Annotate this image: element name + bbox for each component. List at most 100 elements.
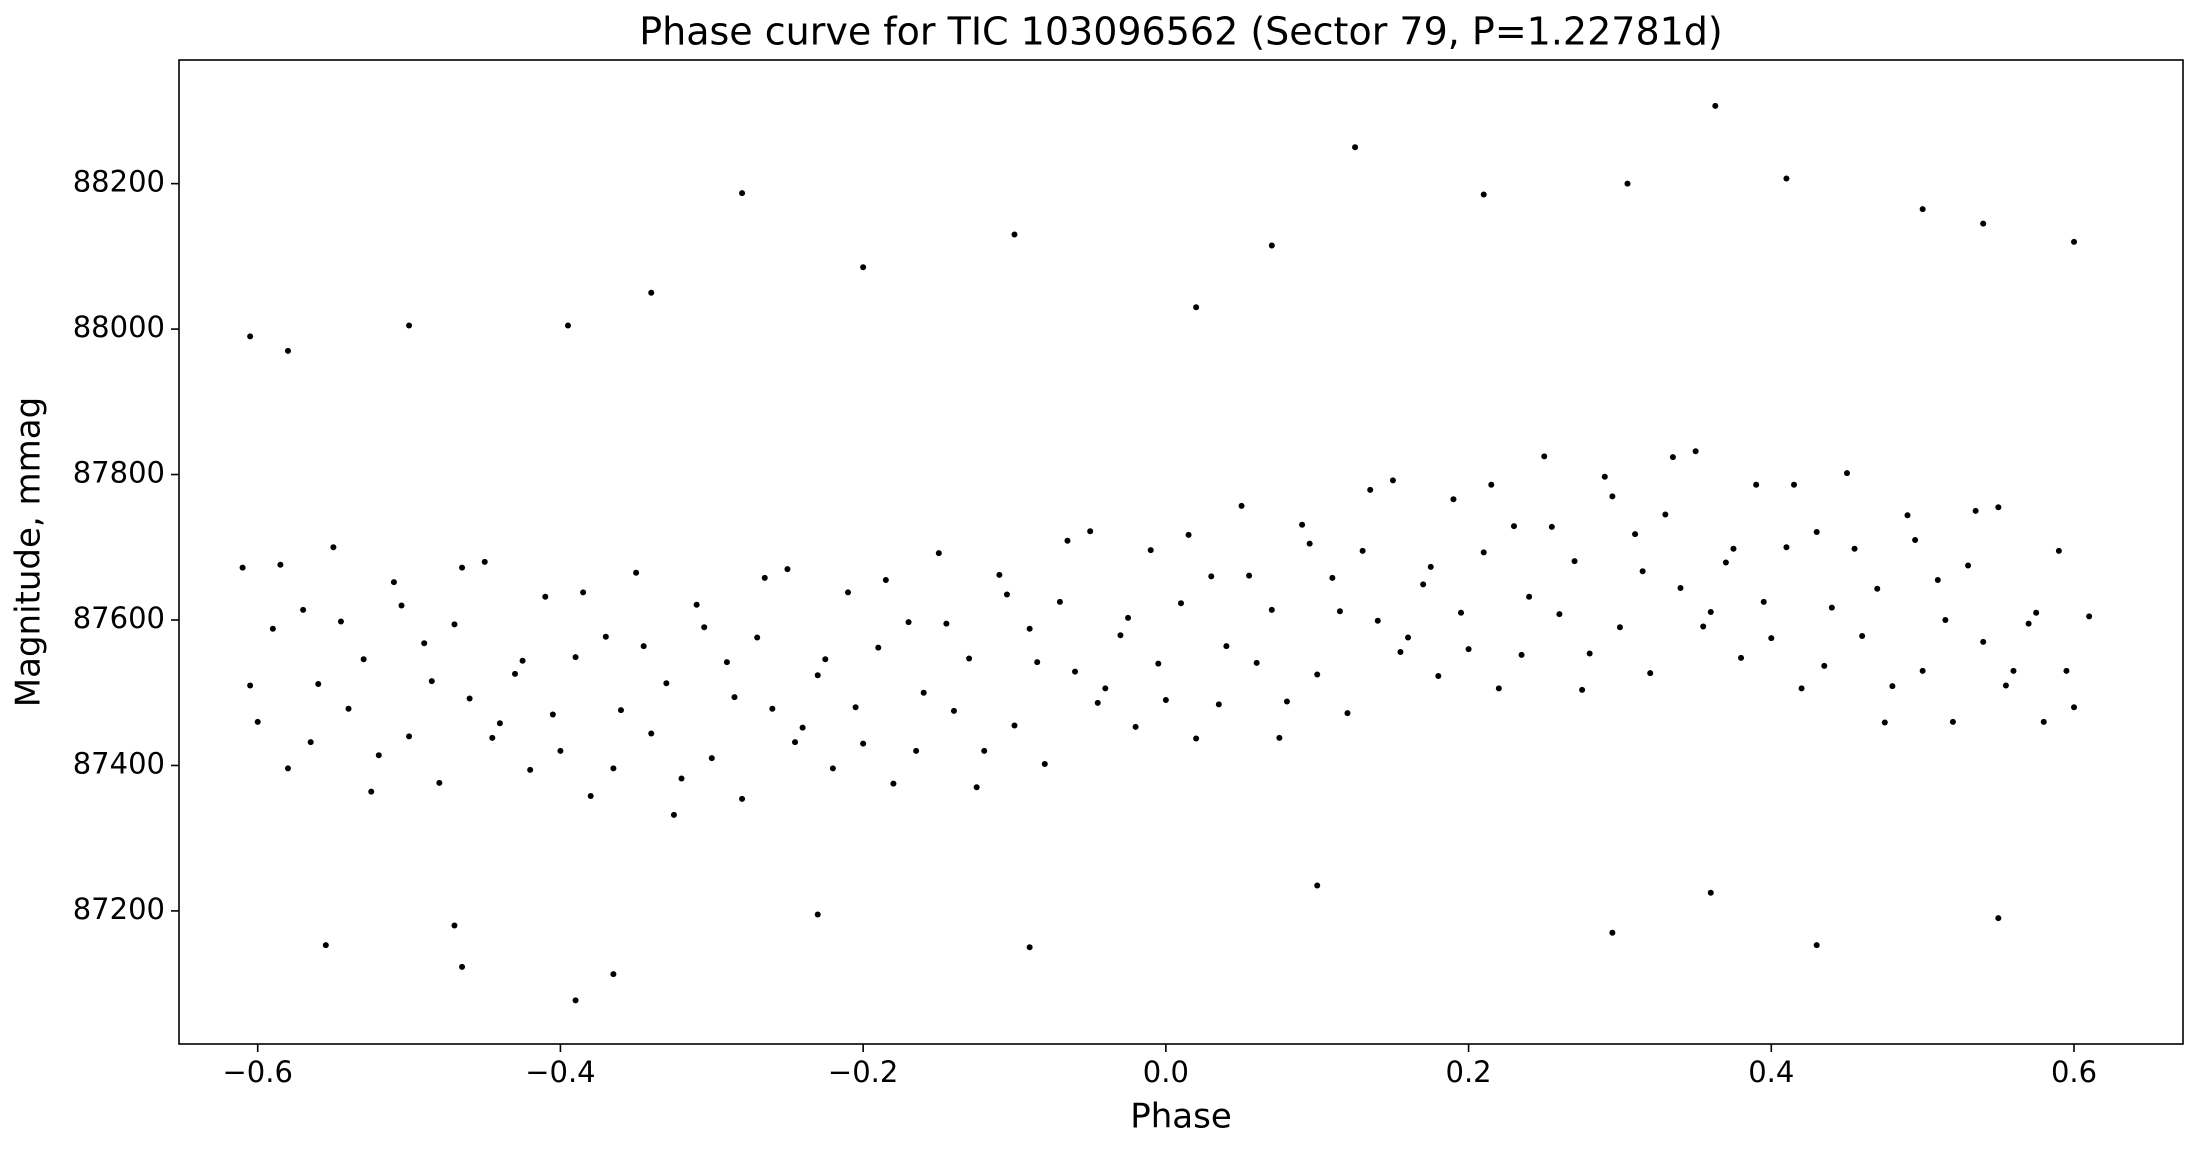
x-tick-label: 0.2 bbox=[1446, 1055, 1492, 1089]
data-point bbox=[966, 655, 973, 662]
data-point bbox=[406, 322, 413, 329]
data-point bbox=[1995, 915, 2002, 922]
data-point bbox=[1881, 719, 1888, 726]
data-point bbox=[1480, 191, 1487, 198]
data-point bbox=[1601, 473, 1608, 480]
data-point bbox=[1488, 481, 1495, 488]
data-point bbox=[587, 793, 594, 799]
y-axis-label: Magnitude, mmag bbox=[9, 397, 49, 707]
data-point bbox=[1344, 710, 1351, 717]
data-point bbox=[1435, 673, 1442, 679]
data-point bbox=[1352, 144, 1359, 151]
data-point bbox=[602, 633, 609, 640]
data-point bbox=[769, 705, 776, 712]
data-point bbox=[2040, 718, 2047, 725]
data-point bbox=[451, 621, 458, 628]
data-point bbox=[792, 739, 799, 746]
data-point bbox=[1011, 231, 1018, 238]
data-point bbox=[1389, 477, 1396, 484]
data-point bbox=[2025, 620, 2032, 627]
data-point bbox=[1041, 761, 1048, 767]
data-point bbox=[489, 734, 496, 741]
data-point bbox=[1132, 723, 1139, 730]
chart-title: Phase curve for TIC 103096562 (Sector 79… bbox=[639, 10, 1723, 54]
data-point bbox=[1692, 448, 1699, 455]
data-point bbox=[1647, 670, 1654, 677]
data-point bbox=[1571, 558, 1578, 565]
data-point bbox=[1064, 537, 1071, 544]
data-point bbox=[322, 942, 329, 949]
data-point bbox=[1026, 625, 1033, 632]
data-point bbox=[1556, 611, 1563, 618]
data-point bbox=[633, 569, 640, 576]
data-point bbox=[1397, 649, 1404, 655]
data-point bbox=[1283, 698, 1290, 705]
data-point bbox=[875, 644, 882, 651]
x-axis-label: Phase bbox=[1130, 1097, 1232, 1137]
data-point bbox=[1632, 531, 1639, 538]
data-point bbox=[1246, 572, 1253, 579]
data-point bbox=[1912, 537, 1919, 543]
data-point bbox=[2071, 704, 2078, 711]
data-point bbox=[1813, 529, 1820, 535]
data-point bbox=[996, 571, 1003, 578]
data-point bbox=[2063, 667, 2070, 674]
data-point bbox=[1420, 581, 1427, 588]
data-point bbox=[519, 657, 526, 664]
data-point bbox=[1367, 486, 1374, 493]
data-point bbox=[1268, 242, 1275, 249]
data-point bbox=[1972, 507, 1979, 514]
data-point bbox=[860, 740, 867, 747]
data-point bbox=[2071, 238, 2078, 245]
data-point bbox=[1147, 547, 1154, 554]
data-point bbox=[935, 550, 942, 557]
data-point bbox=[1125, 614, 1132, 621]
data-point bbox=[1548, 523, 1555, 530]
data-point bbox=[761, 574, 768, 581]
data-point bbox=[239, 564, 246, 571]
data-point bbox=[1518, 651, 1525, 658]
data-point bbox=[247, 682, 254, 689]
data-point bbox=[1707, 889, 1714, 896]
plot-frame bbox=[178, 59, 2184, 1045]
x-tick-label: −0.2 bbox=[828, 1055, 898, 1089]
data-point bbox=[1821, 662, 1828, 669]
data-point bbox=[1768, 635, 1775, 642]
data-point bbox=[459, 963, 466, 970]
data-point bbox=[1526, 593, 1533, 600]
x-tick-label: −0.6 bbox=[222, 1055, 292, 1089]
data-point bbox=[1669, 454, 1676, 461]
data-point bbox=[1616, 624, 1623, 631]
data-point bbox=[784, 566, 791, 573]
data-point bbox=[708, 755, 715, 762]
data-point bbox=[1609, 929, 1616, 936]
data-point bbox=[428, 678, 435, 685]
data-point bbox=[1359, 547, 1366, 554]
data-point bbox=[640, 643, 647, 650]
data-point bbox=[1155, 660, 1162, 667]
data-point bbox=[1722, 559, 1729, 566]
data-point bbox=[2002, 682, 2009, 689]
data-point bbox=[670, 811, 677, 818]
data-point bbox=[905, 619, 912, 626]
data-point bbox=[610, 971, 617, 978]
data-point bbox=[1185, 531, 1192, 538]
data-point bbox=[1730, 545, 1737, 552]
data-point bbox=[330, 544, 337, 551]
data-point bbox=[277, 561, 284, 568]
data-point bbox=[580, 589, 587, 596]
data-point bbox=[1791, 481, 1798, 488]
data-point bbox=[1208, 573, 1215, 580]
data-point bbox=[822, 656, 829, 663]
x-tick-label: −0.4 bbox=[525, 1055, 595, 1089]
data-point bbox=[2033, 609, 2040, 616]
data-point bbox=[829, 765, 836, 772]
data-point bbox=[1609, 493, 1616, 500]
data-point bbox=[1450, 496, 1457, 503]
x-tick-label: 0.6 bbox=[2051, 1055, 2097, 1089]
data-point bbox=[617, 707, 624, 714]
data-point bbox=[1465, 646, 1472, 653]
data-point bbox=[466, 695, 473, 702]
data-point bbox=[315, 681, 322, 687]
